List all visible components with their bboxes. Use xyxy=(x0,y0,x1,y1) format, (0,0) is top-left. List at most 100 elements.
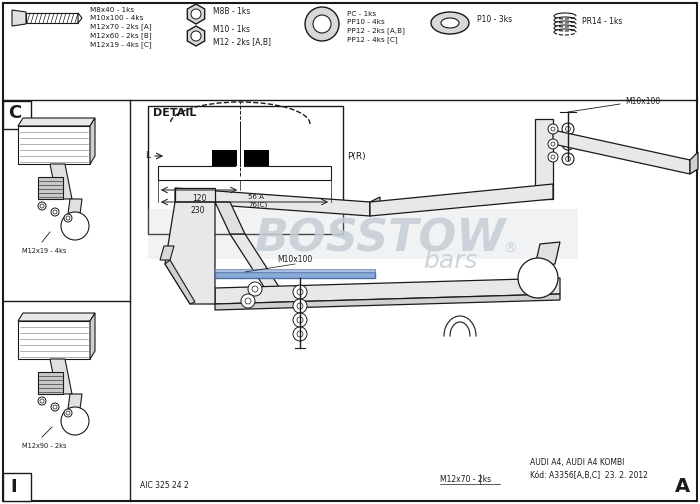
Circle shape xyxy=(191,9,201,19)
Circle shape xyxy=(562,153,574,165)
Polygon shape xyxy=(12,10,26,26)
Polygon shape xyxy=(690,152,698,174)
Circle shape xyxy=(293,299,307,313)
Bar xyxy=(215,272,375,278)
Text: 120: 120 xyxy=(192,194,206,203)
Circle shape xyxy=(53,210,57,214)
Polygon shape xyxy=(90,118,95,164)
Bar xyxy=(535,119,553,199)
Bar xyxy=(148,209,578,259)
Circle shape xyxy=(566,127,570,132)
Circle shape xyxy=(297,317,303,323)
Polygon shape xyxy=(535,242,560,266)
Bar xyxy=(26,13,78,23)
Circle shape xyxy=(548,139,558,149)
Ellipse shape xyxy=(431,12,469,34)
Circle shape xyxy=(248,282,262,296)
Polygon shape xyxy=(160,246,174,260)
Circle shape xyxy=(252,286,258,292)
Circle shape xyxy=(518,258,558,298)
Polygon shape xyxy=(18,118,95,126)
Circle shape xyxy=(61,407,89,435)
Polygon shape xyxy=(188,26,204,46)
Text: P10 - 3ks: P10 - 3ks xyxy=(477,15,512,24)
Circle shape xyxy=(551,155,555,159)
Polygon shape xyxy=(68,394,82,409)
Circle shape xyxy=(38,397,46,405)
Polygon shape xyxy=(90,313,95,359)
Text: 56 A
76(C): 56 A 76(C) xyxy=(248,194,267,209)
Bar xyxy=(3,473,31,501)
Polygon shape xyxy=(215,278,560,304)
Circle shape xyxy=(191,31,201,41)
Circle shape xyxy=(566,142,570,147)
Polygon shape xyxy=(165,202,215,304)
Circle shape xyxy=(297,289,303,295)
Circle shape xyxy=(313,15,331,33)
Circle shape xyxy=(51,403,59,411)
Circle shape xyxy=(61,212,89,240)
Circle shape xyxy=(293,313,307,327)
Polygon shape xyxy=(230,234,290,304)
Bar xyxy=(215,269,375,272)
Circle shape xyxy=(297,331,303,337)
Polygon shape xyxy=(50,164,72,199)
Text: M10x100: M10x100 xyxy=(277,255,313,264)
Bar xyxy=(158,166,331,180)
Circle shape xyxy=(245,298,251,304)
Polygon shape xyxy=(175,188,215,202)
Polygon shape xyxy=(165,260,195,304)
Text: AIC 325 24 2: AIC 325 24 2 xyxy=(140,481,189,490)
Text: PR14 - 1ks: PR14 - 1ks xyxy=(582,18,622,27)
Text: BOSSTOW: BOSSTOW xyxy=(254,218,505,261)
Circle shape xyxy=(66,411,70,415)
Bar xyxy=(212,150,237,166)
Circle shape xyxy=(38,202,46,210)
Text: C: C xyxy=(8,104,21,122)
Circle shape xyxy=(53,405,57,409)
Circle shape xyxy=(40,204,44,208)
Polygon shape xyxy=(175,188,370,216)
Bar xyxy=(38,372,63,394)
Bar xyxy=(3,101,31,129)
Circle shape xyxy=(562,123,574,135)
Circle shape xyxy=(51,208,59,216)
Circle shape xyxy=(293,327,307,341)
Text: P(R): P(R) xyxy=(347,152,365,160)
Text: 230: 230 xyxy=(190,206,205,215)
Text: DETAIL: DETAIL xyxy=(153,108,197,118)
Text: M12x70 - 2ks: M12x70 - 2ks xyxy=(440,475,491,484)
Circle shape xyxy=(562,138,574,150)
Circle shape xyxy=(40,399,44,403)
Bar xyxy=(38,177,63,199)
Text: M8B - 1ks: M8B - 1ks xyxy=(213,8,251,17)
Bar xyxy=(148,106,343,234)
Bar xyxy=(244,150,269,166)
Text: M8x40 - 1ks
M10x100 - 4ks
M12x70 - 2ks [A]
M12x60 - 2ks [B]
M12x19 - 4ks [C]: M8x40 - 1ks M10x100 - 4ks M12x70 - 2ks [… xyxy=(90,7,152,48)
Polygon shape xyxy=(370,197,380,216)
Polygon shape xyxy=(215,202,245,234)
Polygon shape xyxy=(68,199,82,214)
Circle shape xyxy=(551,142,555,146)
Text: ®: ® xyxy=(503,242,517,256)
Text: bars: bars xyxy=(423,249,477,273)
Text: L: L xyxy=(145,152,150,160)
Circle shape xyxy=(548,124,558,134)
Text: PC - 1ks
PP10 - 4ks
PP12 - 2ks [A,B]
PP12 - 4ks [C]: PC - 1ks PP10 - 4ks PP12 - 2ks [A,B] PP1… xyxy=(347,11,405,43)
Text: M10x100: M10x100 xyxy=(625,97,660,106)
Circle shape xyxy=(241,294,255,308)
Polygon shape xyxy=(188,4,204,24)
Text: AUDI A4, AUDI A4 KOMBI
Kód: A3356[A,B,C]  23. 2. 2012: AUDI A4, AUDI A4 KOMBI Kód: A3356[A,B,C]… xyxy=(530,458,648,480)
Bar xyxy=(18,126,90,164)
Polygon shape xyxy=(370,184,553,216)
Circle shape xyxy=(548,152,558,162)
Text: A: A xyxy=(675,477,690,496)
Circle shape xyxy=(64,214,72,222)
Circle shape xyxy=(566,157,570,161)
Text: I: I xyxy=(10,478,17,496)
Ellipse shape xyxy=(441,18,459,28)
Polygon shape xyxy=(215,294,560,310)
Circle shape xyxy=(66,216,70,220)
Circle shape xyxy=(551,127,555,131)
Circle shape xyxy=(305,7,339,41)
